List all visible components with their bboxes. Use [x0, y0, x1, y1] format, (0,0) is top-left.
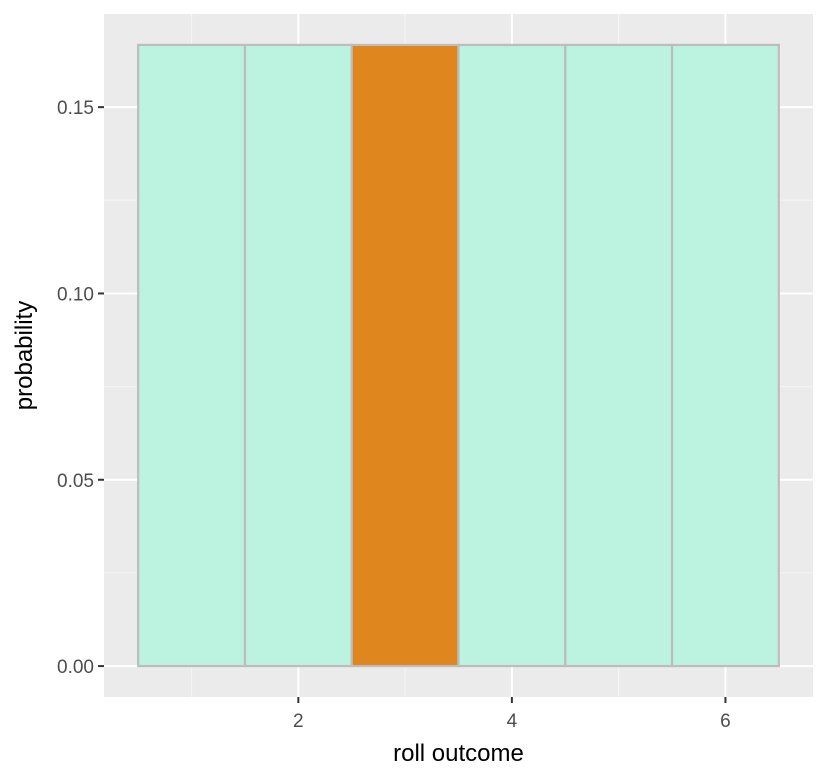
y-tick-label: 0.00 [57, 657, 94, 678]
x-axis-title: roll outcome [393, 740, 524, 767]
y-axis-title: probability [11, 301, 38, 410]
bar-2 [243, 43, 353, 668]
bar-highlighted-3 [350, 43, 460, 668]
y-tick-label: 0.15 [57, 98, 94, 119]
x-tick-label: 4 [507, 711, 518, 732]
bar-4 [457, 43, 567, 668]
bar-5 [564, 43, 674, 668]
x-tick-label: 2 [293, 711, 304, 732]
y-axis: 0.00 0.05 0.10 0.15 [57, 98, 104, 678]
x-tick-label: 6 [720, 711, 731, 732]
bar-1 [137, 43, 247, 668]
y-tick-label: 0.05 [57, 471, 94, 492]
y-tick-label: 0.10 [57, 284, 94, 305]
x-axis: 2 4 6 [293, 697, 731, 732]
bar-6 [670, 43, 780, 668]
bars [137, 43, 780, 668]
